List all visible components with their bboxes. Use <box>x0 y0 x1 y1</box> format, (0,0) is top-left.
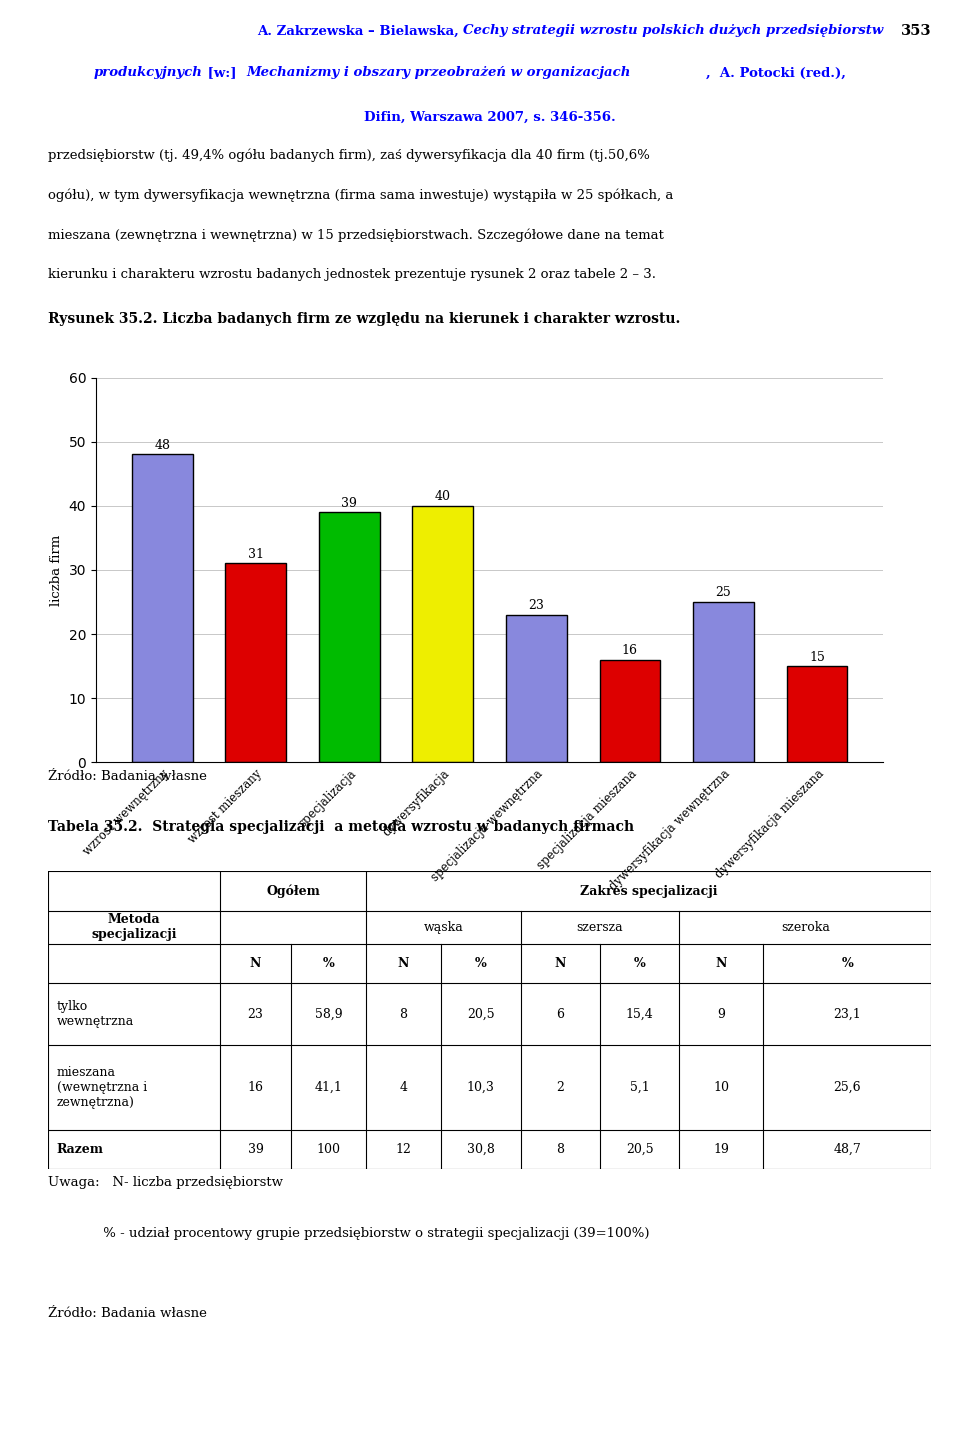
Text: 6: 6 <box>556 1008 564 1021</box>
Text: Zakres specjalizacji: Zakres specjalizacji <box>580 884 717 897</box>
Bar <box>693 603 754 762</box>
Text: mieszana (zewnętrzna i wewnętrzna) w 15 przedsiębiorstwach. Szczegółowe dane na : mieszana (zewnętrzna i wewnętrzna) w 15 … <box>48 228 664 241</box>
Text: N: N <box>250 957 261 970</box>
Text: 30,8: 30,8 <box>467 1143 494 1156</box>
Text: 16: 16 <box>622 645 638 658</box>
Text: ,  A. Potocki (red.),: , A. Potocki (red.), <box>706 67 846 80</box>
Text: Rysunek 35.2. Liczba badanych firm ze względu na kierunek i charakter wzrostu.: Rysunek 35.2. Liczba badanych firm ze wz… <box>48 312 681 327</box>
Text: [w:]: [w:] <box>203 67 241 80</box>
Text: 16: 16 <box>248 1082 264 1095</box>
Text: kierunku i charakteru wzrostu badanych jednostek prezentuje rysunek 2 oraz tabel: kierunku i charakteru wzrostu badanych j… <box>48 269 656 282</box>
Text: Źródło: Badania własne: Źródło: Badania własne <box>48 1307 206 1320</box>
Text: 8: 8 <box>399 1008 407 1021</box>
Text: 39: 39 <box>342 497 357 510</box>
Text: 4: 4 <box>399 1082 407 1095</box>
Bar <box>413 505 473 762</box>
Text: N: N <box>397 957 409 970</box>
Text: szeroka: szeroka <box>780 921 829 934</box>
Text: %: % <box>634 957 646 970</box>
Text: N: N <box>716 957 727 970</box>
Text: %: % <box>323 957 334 970</box>
Text: % - udział procentowy grupie przedsiębiorstw o strategii specjalizacji (39=100%): % - udział procentowy grupie przedsiębio… <box>48 1227 650 1240</box>
Text: 15: 15 <box>809 650 825 664</box>
Text: 2: 2 <box>556 1082 564 1095</box>
Text: Mechanizmy i obszary przeobrażeń w organizacjach: Mechanizmy i obszary przeobrażeń w organ… <box>247 67 631 80</box>
Text: Ogółem: Ogółem <box>266 884 320 897</box>
Text: Razem: Razem <box>57 1143 104 1156</box>
Text: Źródło: Badania własne: Źródło: Badania własne <box>48 770 206 783</box>
Text: 23: 23 <box>528 600 544 613</box>
Text: 10,3: 10,3 <box>467 1082 494 1095</box>
Y-axis label: liczba firm: liczba firm <box>50 534 63 605</box>
Text: 41,1: 41,1 <box>315 1082 343 1095</box>
Text: szersza: szersza <box>577 921 623 934</box>
Text: 48: 48 <box>155 439 170 452</box>
Text: tylko
wewnętrzna: tylko wewnętrzna <box>57 1000 134 1028</box>
Bar <box>506 614 566 762</box>
Text: 48,7: 48,7 <box>833 1143 861 1156</box>
Text: produkcyjnych: produkcyjnych <box>94 67 203 80</box>
Text: 23: 23 <box>248 1008 263 1021</box>
Text: 40: 40 <box>435 491 451 504</box>
Text: 12: 12 <box>396 1143 412 1156</box>
Text: N: N <box>555 957 566 970</box>
Text: 9: 9 <box>717 1008 726 1021</box>
Text: Uwaga:   N- liczba przedsiębiorstw: Uwaga: N- liczba przedsiębiorstw <box>48 1176 283 1189</box>
Text: 20,5: 20,5 <box>467 1008 494 1021</box>
Text: 25: 25 <box>715 587 732 600</box>
Text: 100: 100 <box>317 1143 341 1156</box>
Text: 58,9: 58,9 <box>315 1008 342 1021</box>
Bar <box>226 563 286 762</box>
Text: A. Zakrzewska – Bielawska,: A. Zakrzewska – Bielawska, <box>256 25 463 38</box>
Text: Metoda
specjalizacji: Metoda specjalizacji <box>91 913 177 941</box>
Bar <box>132 454 193 762</box>
Text: mieszana
(wewnętrzna i
zewnętrzna): mieszana (wewnętrzna i zewnętrzna) <box>57 1066 147 1109</box>
Text: 353: 353 <box>900 25 931 38</box>
Text: wąska: wąska <box>423 921 463 934</box>
Bar <box>786 666 848 762</box>
Text: 20,5: 20,5 <box>626 1143 654 1156</box>
Text: %: % <box>475 957 487 970</box>
Text: 5,1: 5,1 <box>630 1082 650 1095</box>
Text: Cechy strategii wzrostu polskich dużych przedsiębiorstw: Cechy strategii wzrostu polskich dużych … <box>463 25 883 38</box>
Text: 23,1: 23,1 <box>833 1008 861 1021</box>
Text: Tabela 35.2.  Strategia specjalizacji  a metoda wzrostu w badanych firmach: Tabela 35.2. Strategia specjalizacji a m… <box>48 820 635 835</box>
Text: ogółu), w tym dywersyfikacja wewnętrzna (firma sama inwestuje) wystąpiła w 25 sp: ogółu), w tym dywersyfikacja wewnętrzna … <box>48 189 673 202</box>
Text: 8: 8 <box>556 1143 564 1156</box>
Text: 15,4: 15,4 <box>626 1008 654 1021</box>
Text: 10: 10 <box>713 1082 730 1095</box>
Text: 31: 31 <box>248 547 264 560</box>
Bar <box>599 659 660 762</box>
Text: Difin, Warszawa 2007, s. 346-356.: Difin, Warszawa 2007, s. 346-356. <box>364 110 615 123</box>
Bar <box>319 513 380 762</box>
Text: przedsiębiorstw (tj. 49,4% ogółu badanych firm), zaś dywersyfikacja dla 40 firm : przedsiębiorstw (tj. 49,4% ogółu badanyc… <box>48 148 650 161</box>
Text: 39: 39 <box>248 1143 263 1156</box>
Text: 25,6: 25,6 <box>833 1082 861 1095</box>
Text: %: % <box>841 957 853 970</box>
Text: 19: 19 <box>713 1143 730 1156</box>
